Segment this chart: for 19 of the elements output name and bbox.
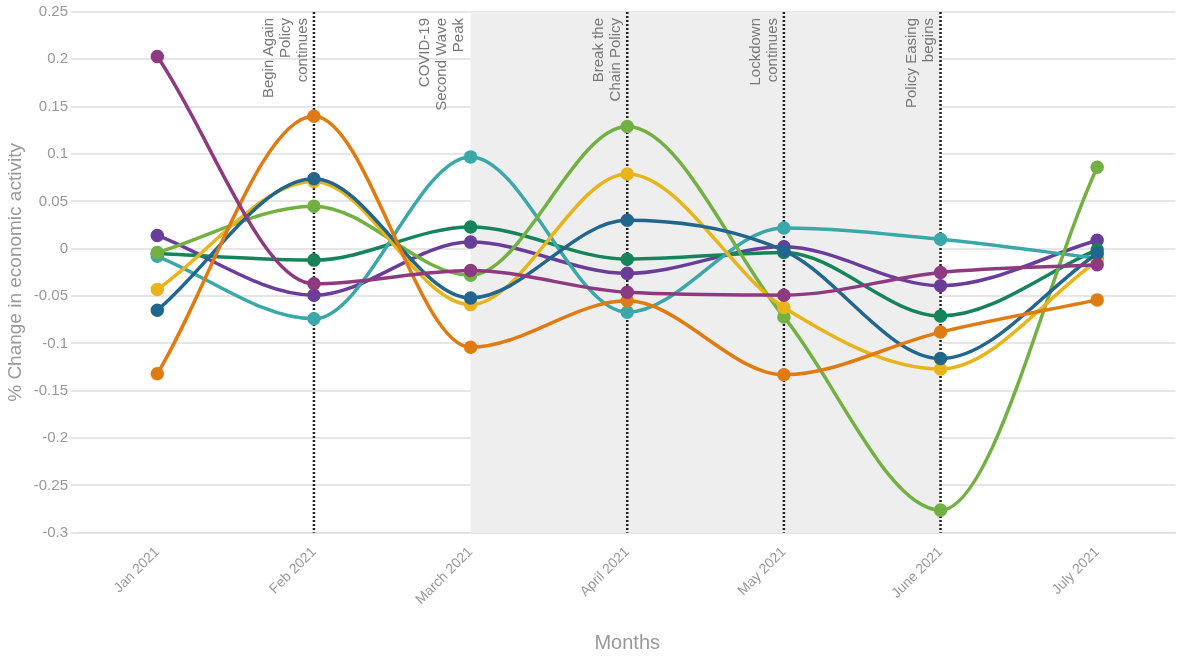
y-tick-label: -0.25 <box>33 475 68 493</box>
y-tick-label: 0 <box>59 238 68 256</box>
y-tick-label: -0.05 <box>33 286 68 304</box>
y-axis-title: % Change in economic activity <box>3 142 25 402</box>
y-tick-label: -0.2 <box>42 428 68 446</box>
ref-line-label: Lockdown continues <box>745 18 780 86</box>
y-tick-label: 0.05 <box>38 191 68 209</box>
y-tick-label: 0.25 <box>38 2 68 20</box>
y-tick-label: -0.15 <box>33 380 68 398</box>
y-tick-label: -0.3 <box>42 522 68 540</box>
x-axis-title: Months <box>594 630 661 653</box>
y-tick-label: -0.1 <box>42 333 68 351</box>
ref-line-label: Policy Easing begins <box>902 18 937 109</box>
ref-line-label: Begin Again Policy continues <box>258 17 310 99</box>
y-tick-label: 0.15 <box>38 96 68 114</box>
band-label: COVID-19 Second Wave Peak <box>415 17 467 111</box>
y-tick-label: 0.2 <box>47 49 68 67</box>
y-tick-label: 0.1 <box>47 144 68 162</box>
ref-line-label: Break the Chain Policy <box>588 17 623 102</box>
